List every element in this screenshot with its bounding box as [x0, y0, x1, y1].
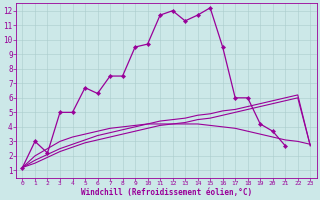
X-axis label: Windchill (Refroidissement éolien,°C): Windchill (Refroidissement éolien,°C): [81, 188, 252, 197]
